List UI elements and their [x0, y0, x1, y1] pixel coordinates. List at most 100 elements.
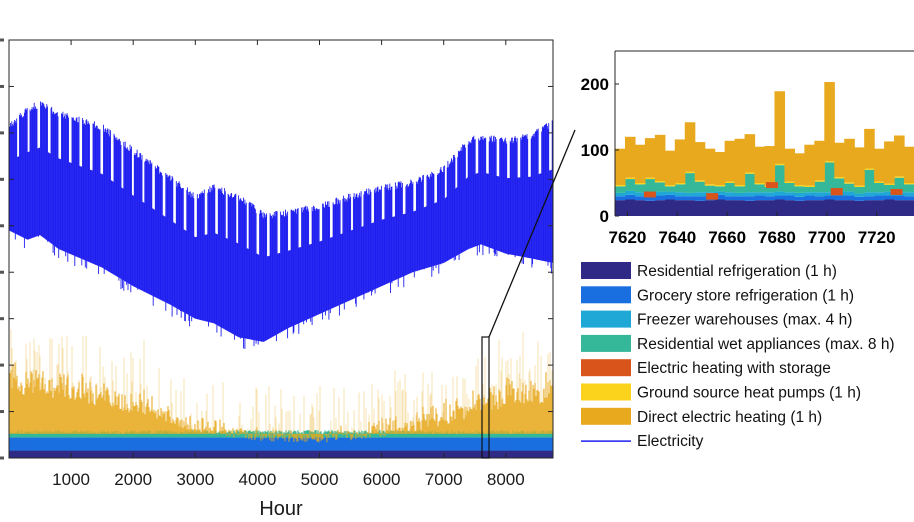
inset-bar-segment: [744, 196, 756, 201]
inset-x-ticks: 7620 7640 7660 7680 7700 7720: [609, 212, 896, 247]
inset-bar-segment: [644, 196, 656, 201]
electricity-series: [9, 101, 553, 349]
inset-bar-segment: [714, 191, 726, 195]
inset-bar-segment: [854, 193, 865, 197]
cropped-y-label-fragment: [0, 84, 4, 88]
legend-swatch: [581, 383, 631, 401]
inset-bar-segment: [615, 184, 626, 187]
inset-bar-segment: [864, 192, 875, 197]
x-tick-label: 1000: [52, 470, 90, 489]
storage-heating-bump: [706, 193, 719, 200]
cropped-y-label-fragment: [0, 177, 4, 181]
inset-bar-segment: [834, 200, 845, 216]
inset-bar-segment: [634, 144, 646, 183]
inset-x-tick-label: 7640: [658, 228, 696, 247]
legend-label: Residential refrigeration (1 h): [637, 263, 837, 280]
inset-bar-segment: [874, 195, 885, 201]
zoom-region-box: [481, 336, 490, 459]
legend-label: Grocery store refrigeration (1 h): [637, 287, 854, 304]
inset-bar-segment: [854, 200, 865, 216]
inset-bar-segment: [674, 200, 686, 216]
inset-bar-segment: [784, 181, 795, 183]
inset-bar-segment: [644, 179, 656, 194]
inset-bar-segment: [644, 138, 656, 178]
inset-bar-segment: [724, 140, 736, 182]
inset-bar-segment: [734, 200, 746, 216]
inset-y-tick-label: 0: [600, 207, 609, 226]
inset-bar-segment: [734, 196, 746, 201]
inset-bar-segment: [704, 184, 716, 186]
inset-bar-segment: [894, 177, 905, 193]
inset-bar-segment: [784, 148, 795, 182]
inset-bar-segment: [814, 140, 825, 181]
inset-bar-segment: [734, 186, 746, 193]
legend-label: Direct electric heating (1 h): [637, 409, 822, 426]
inset-bar-segment: [654, 200, 666, 216]
inset-bar-segment: [624, 190, 636, 195]
inset-bar-segment: [774, 163, 786, 166]
legend-label: Electric heating with storage: [637, 360, 831, 377]
x-tick-label: 4000: [238, 470, 276, 489]
inset-bar-segment: [634, 184, 646, 193]
inset-bar-segment: [615, 186, 626, 193]
inset-bar-segment: [615, 192, 626, 197]
inset-bar-segment: [624, 177, 636, 180]
cropped-y-label-fragment: [0, 410, 4, 414]
inset-bar-segment: [824, 82, 835, 162]
inset-bar-segment: [744, 134, 756, 173]
inset-bar-segment: [664, 150, 676, 185]
inset-bar-segment: [854, 196, 865, 201]
inset-bar-segment: [874, 183, 885, 193]
inset-bar-segment: [784, 200, 795, 216]
legend-label: Residential wet appliances (max. 8 h): [637, 336, 895, 353]
inset-bar-segment: [824, 199, 835, 216]
inset-bar-segment: [634, 196, 646, 201]
inset-bar-segment: [664, 194, 676, 200]
storage-heating-bump: [890, 189, 903, 195]
inset-bar-segment: [884, 141, 895, 184]
inset-bar-segment: [844, 138, 855, 183]
cropped-y-label-fragment: [0, 38, 4, 42]
cropped-y-label-fragment: [0, 456, 4, 460]
inset-bar-segment: [644, 200, 656, 216]
inset-bar-segment: [824, 192, 835, 196]
inset-bar-segment: [784, 195, 795, 201]
inset-bar-segment: [754, 146, 766, 183]
inset-bar-segment: [794, 186, 805, 193]
inset-plot: 7620 7640 7660 7680 7700 7720 0 100 200: [581, 50, 914, 247]
inset-bar-segment: [854, 147, 865, 186]
main-x-ticks: 1000 2000 3000 4000 5000 6000 7000 8000: [52, 40, 525, 489]
inset-bar-segment: [884, 199, 895, 216]
main-y-ticks: [0, 38, 553, 460]
inset-bar-segment: [664, 184, 676, 187]
inset-stacked-areas: [615, 82, 914, 216]
cropped-y-label-fragment: [0, 131, 4, 135]
inset-bar-segment: [734, 192, 746, 197]
legend-swatch: [581, 262, 631, 279]
cropped-y-label-fragment: [0, 270, 4, 274]
inset-bar-segment: [684, 200, 696, 216]
inset-bar-segment: [814, 181, 825, 193]
inset-bar-segment: [714, 184, 726, 187]
inset-bar-segment: [794, 196, 805, 201]
inset-bar-segment: [824, 195, 835, 200]
inset-bar-segment: [694, 192, 706, 197]
cropped-y-label-fragment: [0, 224, 4, 228]
inset-bar-segment: [724, 181, 736, 183]
inset-bar-segment: [654, 134, 666, 182]
inset-bar-segment: [864, 200, 875, 216]
inset-bar-segment: [884, 184, 895, 192]
storage-heating-bump: [830, 188, 843, 196]
flexible-loads-area: [9, 329, 553, 458]
inset-bar-segment: [844, 183, 855, 192]
inset-bar-segment: [654, 181, 666, 183]
inset-bar-segment: [824, 162, 835, 193]
inset-bar-segment: [694, 180, 706, 182]
inset-bar-segment: [724, 183, 736, 193]
inset-bar-segment: [644, 177, 656, 180]
legend-swatch: [581, 359, 631, 377]
inset-bar-segment: [864, 128, 875, 169]
inset-bar-segment: [794, 192, 805, 197]
inset-bar-segment: [794, 153, 805, 185]
legend-label: Electricity: [637, 433, 704, 450]
